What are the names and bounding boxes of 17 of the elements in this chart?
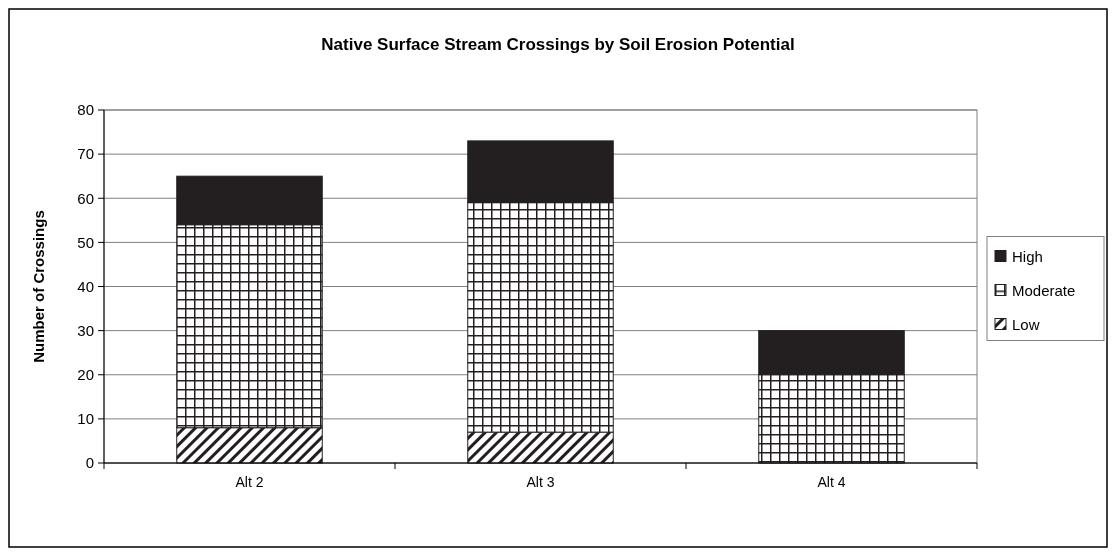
y-tick-label: 40 <box>77 277 94 295</box>
y-tick-label: 50 <box>77 233 94 251</box>
legend-label: High <box>1012 247 1043 265</box>
chart-title: Native Surface Stream Crossings by Soil Erosion Potential <box>321 35 795 54</box>
y-tick-label: 0 <box>85 454 94 472</box>
y-tick-label: 70 <box>77 145 94 163</box>
y-tick-label: 10 <box>77 410 94 428</box>
x-tick-label: Alt 4 <box>817 474 846 490</box>
y-tick-label: 30 <box>77 321 94 339</box>
x-tick-label: Alt 3 <box>526 474 555 490</box>
y-tick-label: 60 <box>77 189 94 207</box>
y-tick-label: 20 <box>77 366 94 383</box>
legend-label: Low <box>1012 315 1040 333</box>
y-tick-label: 80 <box>77 101 94 119</box>
y-axis-title: Number of Crossings <box>30 210 47 363</box>
x-tick-label: Alt 2 <box>235 474 264 490</box>
legend-label: Moderate <box>1012 281 1076 299</box>
